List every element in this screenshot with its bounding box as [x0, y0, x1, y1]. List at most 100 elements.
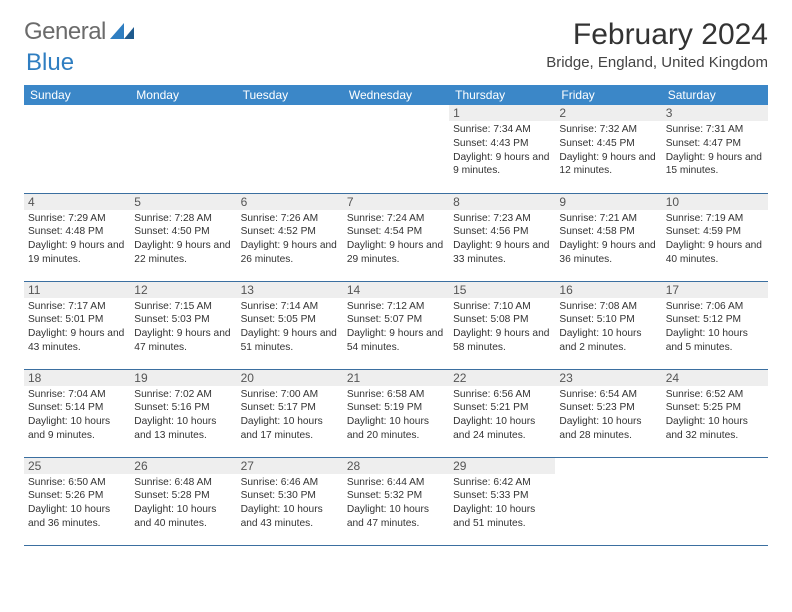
daylight-text: Daylight: 9 hours and 40 minutes.: [666, 239, 764, 267]
daylight-text: Daylight: 9 hours and 54 minutes.: [347, 327, 445, 355]
day-details: Sunrise: 7:32 AMSunset: 4:45 PMDaylight:…: [559, 123, 657, 178]
daylight-text: Daylight: 10 hours and 40 minutes.: [134, 503, 232, 531]
sunset-text: Sunset: 4:47 PM: [666, 137, 764, 151]
sunset-text: Sunset: 5:08 PM: [453, 313, 551, 327]
sunrise-text: Sunrise: 6:52 AM: [666, 388, 764, 402]
day-number: 24: [662, 370, 768, 386]
daylight-text: Daylight: 9 hours and 12 minutes.: [559, 151, 657, 179]
sunset-text: Sunset: 5:01 PM: [28, 313, 126, 327]
calendar-day-cell: 28Sunrise: 6:44 AMSunset: 5:32 PMDayligh…: [343, 457, 449, 545]
calendar-day-cell: 5Sunrise: 7:28 AMSunset: 4:50 PMDaylight…: [130, 193, 236, 281]
daylight-text: Daylight: 10 hours and 36 minutes.: [28, 503, 126, 531]
calendar-week-row: 11Sunrise: 7:17 AMSunset: 5:01 PMDayligh…: [24, 281, 768, 369]
day-details: Sunrise: 7:17 AMSunset: 5:01 PMDaylight:…: [28, 300, 126, 355]
daylight-text: Daylight: 10 hours and 13 minutes.: [134, 415, 232, 443]
day-details: Sunrise: 7:29 AMSunset: 4:48 PMDaylight:…: [28, 212, 126, 267]
calendar-day-cell: 17Sunrise: 7:06 AMSunset: 5:12 PMDayligh…: [662, 281, 768, 369]
calendar-head: Sunday Monday Tuesday Wednesday Thursday…: [24, 85, 768, 105]
sunrise-text: Sunrise: 6:58 AM: [347, 388, 445, 402]
day-number: 11: [24, 282, 130, 298]
day-number: 2: [555, 105, 661, 121]
daylight-text: Daylight: 9 hours and 19 minutes.: [28, 239, 126, 267]
daylight-text: Daylight: 10 hours and 51 minutes.: [453, 503, 551, 531]
calendar-day-cell: 13Sunrise: 7:14 AMSunset: 5:05 PMDayligh…: [237, 281, 343, 369]
day-details: Sunrise: 7:06 AMSunset: 5:12 PMDaylight:…: [666, 300, 764, 355]
day-number: 25: [24, 458, 130, 474]
calendar-day-cell: 2 Sunrise: 7:32 AMSunset: 4:45 PMDaylight…: [555, 105, 661, 193]
sunset-text: Sunset: 5:05 PM: [241, 313, 339, 327]
sunrise-text: Sunrise: 7:14 AM: [241, 300, 339, 314]
sunset-text: Sunset: 5:26 PM: [28, 489, 126, 503]
brand-part2: Blue: [26, 49, 74, 76]
sunset-text: Sunset: 5:30 PM: [241, 489, 339, 503]
location-text: Bridge, England, United Kingdom: [546, 54, 768, 71]
day-details: Sunrise: 6:48 AMSunset: 5:28 PMDaylight:…: [134, 476, 232, 531]
daylight-text: Daylight: 9 hours and 33 minutes.: [453, 239, 551, 267]
daylight-text: Daylight: 10 hours and 32 minutes.: [666, 415, 764, 443]
sunset-text: Sunset: 5:33 PM: [453, 489, 551, 503]
sunrise-text: Sunrise: 7:23 AM: [453, 212, 551, 226]
day-number: 8: [449, 194, 555, 210]
day-details: Sunrise: 7:02 AMSunset: 5:16 PMDaylight:…: [134, 388, 232, 443]
day-details: Sunrise: 7:15 AMSunset: 5:03 PMDaylight:…: [134, 300, 232, 355]
calendar-day-cell: 4 Sunrise: 7:29 AMSunset: 4:48 PMDaylight…: [24, 193, 130, 281]
day-details: Sunrise: 7:24 AMSunset: 4:54 PMDaylight:…: [347, 212, 445, 267]
sunrise-text: Sunrise: 7:32 AM: [559, 123, 657, 137]
day-details: Sunrise: 7:26 AMSunset: 4:52 PMDaylight:…: [241, 212, 339, 267]
day-details: Sunrise: 7:34 AMSunset: 4:43 PMDaylight:…: [453, 123, 551, 178]
daylight-text: Daylight: 10 hours and 47 minutes.: [347, 503, 445, 531]
calendar-day-cell: 8 Sunrise: 7:23 AMSunset: 4:56 PMDaylight…: [449, 193, 555, 281]
calendar-day-cell: [24, 105, 130, 193]
day-details: Sunrise: 7:19 AMSunset: 4:59 PMDaylight:…: [666, 212, 764, 267]
calendar-day-cell: 12Sunrise: 7:15 AMSunset: 5:03 PMDayligh…: [130, 281, 236, 369]
daylight-text: Daylight: 9 hours and 29 minutes.: [347, 239, 445, 267]
day-number: 16: [555, 282, 661, 298]
day-number: 7: [343, 194, 449, 210]
day-number: 20: [237, 370, 343, 386]
title-block: February 2024 Bridge, England, United Ki…: [546, 18, 768, 71]
logo-mark-icon: [110, 18, 138, 46]
sunset-text: Sunset: 5:28 PM: [134, 489, 232, 503]
sunrise-text: Sunrise: 6:42 AM: [453, 476, 551, 490]
sunset-text: Sunset: 4:50 PM: [134, 225, 232, 239]
daylight-text: Daylight: 9 hours and 43 minutes.: [28, 327, 126, 355]
sunrise-text: Sunrise: 7:34 AM: [453, 123, 551, 137]
sunset-text: Sunset: 5:10 PM: [559, 313, 657, 327]
calendar-day-cell: 26Sunrise: 6:48 AMSunset: 5:28 PMDayligh…: [130, 457, 236, 545]
calendar-week-row: 18Sunrise: 7:04 AMSunset: 5:14 PMDayligh…: [24, 369, 768, 457]
calendar-table: Sunday Monday Tuesday Wednesday Thursday…: [24, 85, 768, 546]
sunrise-text: Sunrise: 7:24 AM: [347, 212, 445, 226]
calendar-day-cell: 29Sunrise: 6:42 AMSunset: 5:33 PMDayligh…: [449, 457, 555, 545]
sunset-text: Sunset: 4:54 PM: [347, 225, 445, 239]
day-details: Sunrise: 7:23 AMSunset: 4:56 PMDaylight:…: [453, 212, 551, 267]
daylight-text: Daylight: 10 hours and 17 minutes.: [241, 415, 339, 443]
day-details: Sunrise: 6:42 AMSunset: 5:33 PMDaylight:…: [453, 476, 551, 531]
calendar-day-cell: [662, 457, 768, 545]
sunrise-text: Sunrise: 7:26 AM: [241, 212, 339, 226]
calendar-day-cell: 18Sunrise: 7:04 AMSunset: 5:14 PMDayligh…: [24, 369, 130, 457]
day-details: Sunrise: 6:58 AMSunset: 5:19 PMDaylight:…: [347, 388, 445, 443]
calendar-day-cell: 16Sunrise: 7:08 AMSunset: 5:10 PMDayligh…: [555, 281, 661, 369]
calendar-day-cell: [237, 105, 343, 193]
day-number: 6: [237, 194, 343, 210]
sunrise-text: Sunrise: 7:12 AM: [347, 300, 445, 314]
calendar-day-cell: 20Sunrise: 7:00 AMSunset: 5:17 PMDayligh…: [237, 369, 343, 457]
calendar-day-cell: 23Sunrise: 6:54 AMSunset: 5:23 PMDayligh…: [555, 369, 661, 457]
calendar-day-cell: 21Sunrise: 6:58 AMSunset: 5:19 PMDayligh…: [343, 369, 449, 457]
sunset-text: Sunset: 5:19 PM: [347, 401, 445, 415]
sunrise-text: Sunrise: 7:17 AM: [28, 300, 126, 314]
calendar-day-cell: 3Sunrise: 7:31 AMSunset: 4:47 PMDaylight…: [662, 105, 768, 193]
day-number: 19: [130, 370, 236, 386]
day-number: 23: [555, 370, 661, 386]
sunset-text: Sunset: 4:56 PM: [453, 225, 551, 239]
month-title: February 2024: [546, 18, 768, 52]
calendar-day-cell: 11 Sunrise: 7:17 AMSunset: 5:01 PMDayligh…: [24, 281, 130, 369]
brand-part1: General: [24, 18, 106, 46]
calendar-day-cell: 22Sunrise: 6:56 AMSunset: 5:21 PMDayligh…: [449, 369, 555, 457]
day-number: 4: [24, 194, 130, 210]
day-details: Sunrise: 7:28 AMSunset: 4:50 PMDaylight:…: [134, 212, 232, 267]
day-details: Sunrise: 7:14 AMSunset: 5:05 PMDaylight:…: [241, 300, 339, 355]
calendar-day-cell: [555, 457, 661, 545]
calendar-day-cell: 24Sunrise: 6:52 AMSunset: 5:25 PMDayligh…: [662, 369, 768, 457]
sunrise-text: Sunrise: 6:48 AM: [134, 476, 232, 490]
